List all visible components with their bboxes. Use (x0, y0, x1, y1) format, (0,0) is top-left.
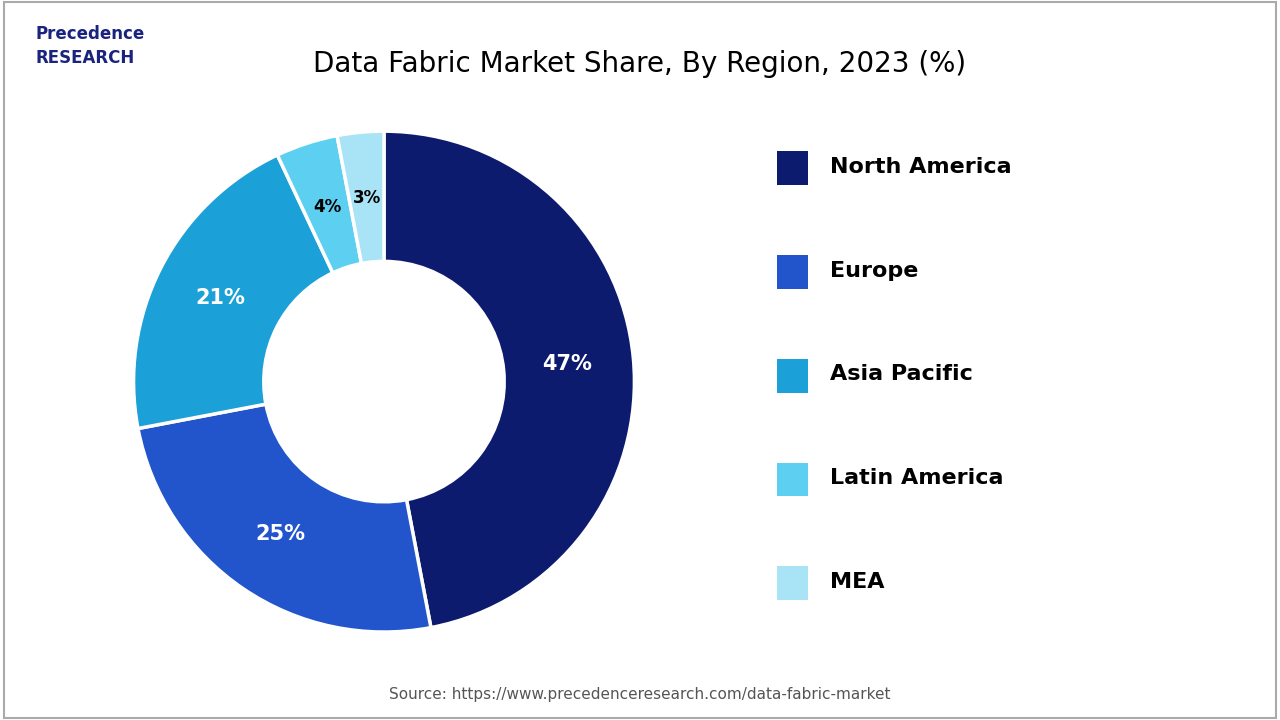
Text: Europe: Europe (829, 261, 918, 281)
Text: Precedence
RESEARCH: Precedence RESEARCH (36, 25, 145, 67)
Bar (777, 566, 808, 600)
Wedge shape (337, 131, 384, 264)
Text: Data Fabric Market Share, By Region, 2023 (%): Data Fabric Market Share, By Region, 202… (314, 50, 966, 78)
Text: 21%: 21% (195, 288, 244, 308)
Wedge shape (138, 404, 431, 632)
Wedge shape (278, 135, 361, 273)
Text: 47%: 47% (543, 354, 593, 374)
Text: Source: https://www.precedenceresearch.com/data-fabric-market: Source: https://www.precedenceresearch.c… (389, 687, 891, 702)
Text: MEA: MEA (829, 572, 884, 592)
Bar (777, 359, 808, 392)
Text: Asia Pacific: Asia Pacific (829, 364, 973, 384)
Wedge shape (384, 131, 635, 628)
Text: 25%: 25% (256, 524, 306, 544)
Wedge shape (133, 155, 333, 428)
Text: North America: North America (829, 157, 1011, 177)
Bar (777, 462, 808, 496)
Text: 3%: 3% (352, 189, 381, 207)
Bar (777, 151, 808, 185)
Bar (777, 255, 808, 289)
Text: Latin America: Latin America (829, 468, 1004, 488)
Text: 4%: 4% (314, 197, 342, 215)
